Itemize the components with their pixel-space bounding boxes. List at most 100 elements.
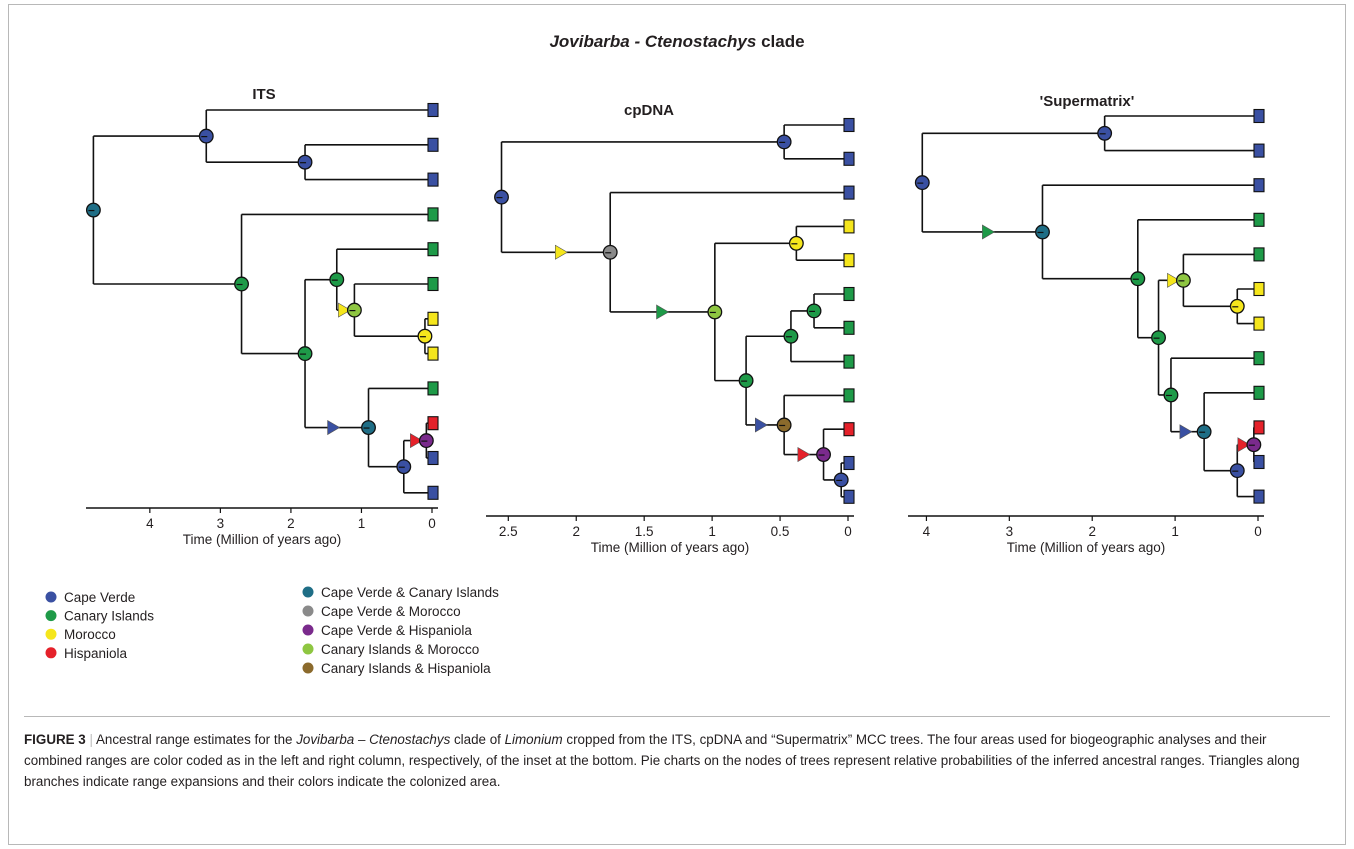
tick-label: 4 <box>923 524 931 539</box>
range-expansion-triangle <box>1179 424 1193 440</box>
tree-panel-3: 'Supermatrix' 4 3 2 1 0 Time (Million of years… <box>908 93 1265 555</box>
range-expansions <box>982 224 1251 453</box>
panel-title: cpDNA <box>624 102 674 119</box>
figure-caption: FIGURE 3 | Ancestral range estimates for… <box>24 729 1324 792</box>
tip-square <box>427 276 439 292</box>
legend-swatch <box>45 647 57 659</box>
range-expansion-triangle <box>656 304 670 320</box>
tip-square <box>843 219 855 234</box>
tip-square <box>427 485 439 500</box>
tick-label: 2 <box>1088 524 1096 539</box>
tip-square <box>427 311 439 326</box>
tip-square <box>1253 247 1265 262</box>
tip-square <box>1253 420 1265 435</box>
figure-title-suffix: clade <box>756 32 805 51</box>
tip-square <box>843 253 855 268</box>
range-expansion-triangle <box>554 244 568 260</box>
ancestral-range-nodes <box>914 125 1262 479</box>
legend-label: Canary Islands <box>64 609 154 624</box>
tick-label: 0 <box>428 516 436 531</box>
time-axis: 4 3 2 1 0 Time (Million of years ago) <box>86 507 438 547</box>
tip-square <box>427 207 439 222</box>
tip-square <box>427 381 439 396</box>
legend-label: Cape Verde & Canary Islands <box>321 585 499 600</box>
tip-markers <box>1253 108 1265 504</box>
tip-square <box>843 117 855 133</box>
range-expansion-triangle <box>1167 272 1180 288</box>
tip-square <box>427 450 439 466</box>
legend-label: Cape Verde <box>64 590 135 605</box>
tip-square <box>1253 281 1265 297</box>
legend-swatch <box>302 586 314 598</box>
range-expansion-triangle <box>982 224 995 240</box>
caption-text-2: clade of <box>450 732 505 747</box>
caption-divider <box>24 716 1330 717</box>
tip-square <box>843 286 855 302</box>
axis-label: Time (Million of years ago) <box>591 540 750 555</box>
axis-label: Time (Million of years ago) <box>1007 540 1166 555</box>
tick-label: 1 <box>358 516 366 531</box>
legend-swatch <box>45 628 57 640</box>
panel-title: 'Supermatrix' <box>1040 93 1135 110</box>
tip-square <box>1253 351 1265 366</box>
legend-swatch <box>302 643 314 655</box>
tip-square <box>1253 108 1265 124</box>
ancestral-range-nodes <box>85 128 434 475</box>
caption-taxa: Jovibarba – Ctenostachys <box>296 732 451 747</box>
figure-frame <box>8 4 1346 845</box>
tip-square <box>843 422 855 437</box>
tick-label: 1.5 <box>635 524 654 539</box>
range-expansion-triangle <box>338 302 352 318</box>
tick-label: 0 <box>844 524 852 539</box>
caption-label: FIGURE 3 <box>24 732 86 747</box>
legend-label: Canary Islands & Morocco <box>321 642 479 657</box>
caption-text-1: Ancestral range estimates for the <box>95 732 297 747</box>
tip-square <box>427 242 439 257</box>
range-expansion-triangle <box>410 433 423 449</box>
tip-markers <box>427 102 439 500</box>
axis-label: Time (Million of years ago) <box>183 532 342 547</box>
legend-label: Morocco <box>64 627 116 642</box>
tip-square <box>843 354 855 369</box>
range-expansions <box>554 244 811 463</box>
tree-branches <box>500 124 849 498</box>
tip-square <box>843 151 855 166</box>
figure-title: Jovibarba - Ctenostachys clade <box>0 32 1354 52</box>
legend-swatch <box>302 605 314 617</box>
tip-square <box>1253 178 1265 193</box>
tick-label: 2 <box>287 516 295 531</box>
legend-swatch <box>45 591 57 603</box>
tick-label: 2 <box>572 524 580 539</box>
tick-label: 4 <box>146 516 154 531</box>
tip-square <box>427 416 439 431</box>
tree-panel-2: cpDNA 2.5 2 1.5 1 0.5 0 Time (Million of years … <box>486 102 855 555</box>
tip-square <box>427 102 439 118</box>
tip-square <box>1253 385 1265 400</box>
tip-square <box>1253 212 1265 227</box>
tick-label: 3 <box>217 516 225 531</box>
tip-square <box>427 137 439 152</box>
figure-title-taxa: Jovibarba - Ctenostachys <box>549 32 757 51</box>
legend: Cape Verde Canary Islands Morocco Hispaniol… <box>45 585 499 676</box>
tip-square <box>427 346 439 361</box>
range-expansion-triangle <box>327 420 341 436</box>
range-expansion-triangle <box>797 447 811 463</box>
legend-swatch <box>302 662 314 674</box>
tick-label: 3 <box>1006 524 1014 539</box>
caption-separator: | <box>89 732 93 747</box>
legend-label: Canary Islands & Hispaniola <box>321 661 491 676</box>
tip-square <box>843 185 855 200</box>
time-axis: 4 3 2 1 0 Time (Million of years ago) <box>908 515 1264 555</box>
caption-genus: Limonium <box>504 732 563 747</box>
panel-title: ITS <box>252 86 275 103</box>
legend-label: Hispaniola <box>64 646 128 661</box>
tick-label: 0.5 <box>771 524 790 539</box>
caption-text-3: cropped from the ITS, cpDNA and “Superma… <box>24 732 1300 789</box>
range-expansion-triangle <box>755 417 768 433</box>
tick-label: 0 <box>1254 524 1262 539</box>
ancestral-range-nodes <box>494 134 849 488</box>
tip-square <box>1253 454 1265 470</box>
tree-figure: ITS 4 3 2 1 0 Time (Million of years ago) cpDNA… <box>45 86 1265 676</box>
tip-square <box>843 489 855 504</box>
tip-square <box>427 172 439 187</box>
